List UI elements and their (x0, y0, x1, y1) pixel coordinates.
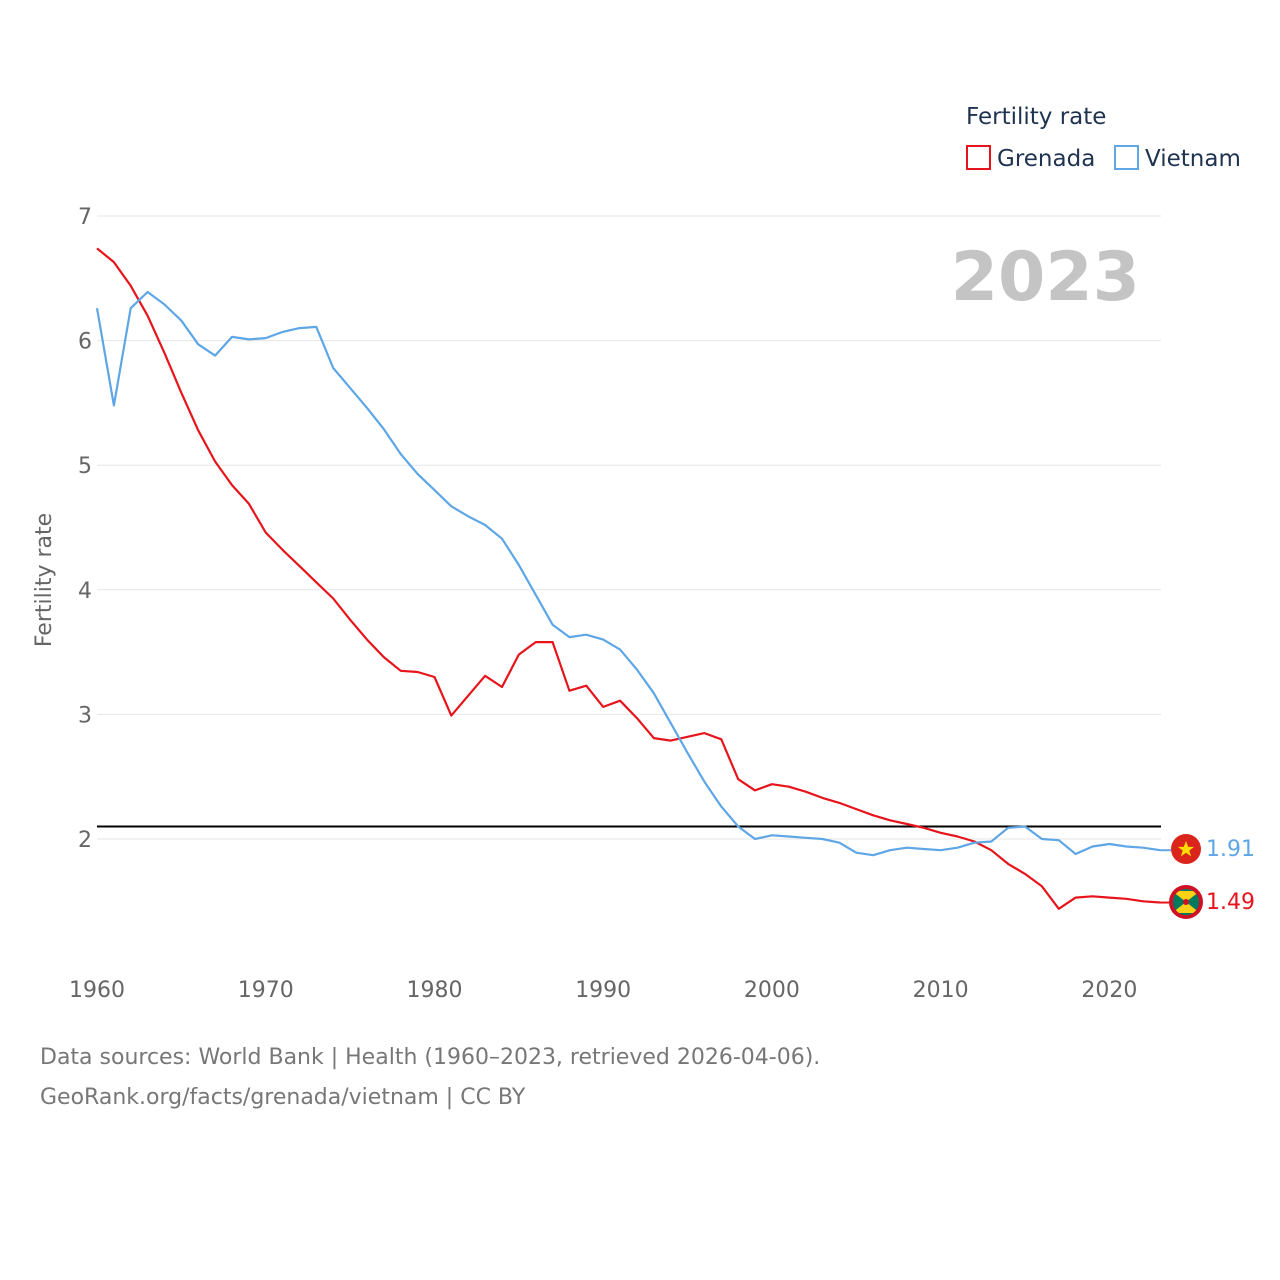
x-tick-label: 1980 (406, 978, 462, 1003)
legend-title: Fertility rate (966, 104, 1106, 130)
series-line-vietnam (95, 290, 1161, 857)
legend: Fertility rate Grenada Vietnam (966, 104, 1241, 172)
source-link[interactable]: GeoRank.org/facts/grenada/vietnam | CC B… (40, 1085, 526, 1110)
y-tick-label: 5 (78, 454, 92, 479)
y-axis-title: Fertility rate (32, 513, 57, 647)
series-line-grenada (96, 247, 1161, 910)
y-tick-label: 2 (78, 828, 92, 853)
x-tick-label: 1960 (69, 978, 125, 1003)
grenada-flag-icon (1169, 885, 1203, 919)
x-tick-label: 1990 (575, 978, 631, 1003)
x-tick-label: 2000 (744, 978, 800, 1003)
vietnam-end-value: 1.91 (1206, 837, 1255, 862)
x-tick-label: 1970 (238, 978, 294, 1003)
data-source-note: Data sources: World Bank | Health (1960–… (40, 1045, 821, 1070)
grenada-end-value: 1.49 (1206, 890, 1255, 915)
y-axis-ticks: 2 3 4 5 6 7 (78, 205, 92, 853)
x-axis-ticks: 1960 1970 1980 1990 2000 2010 2020 (69, 978, 1137, 1003)
x-tick-label: 2020 (1081, 978, 1137, 1003)
legend-label-vietnam: Vietnam (1145, 146, 1241, 172)
y-tick-label: 4 (78, 579, 92, 604)
grid-lines (97, 215, 1161, 840)
vietnam-flag-icon (1171, 834, 1201, 864)
y-tick-label: 3 (78, 703, 92, 728)
legend-label-grenada: Grenada (997, 146, 1095, 172)
legend-swatch-grenada (966, 145, 991, 170)
series-lines (95, 247, 1171, 910)
y-tick-label: 6 (78, 330, 92, 355)
legend-swatch-vietnam (1114, 145, 1139, 170)
x-tick-label: 2010 (913, 978, 969, 1003)
year-label: 2023 (951, 238, 1140, 317)
y-tick-label: 7 (78, 205, 92, 230)
